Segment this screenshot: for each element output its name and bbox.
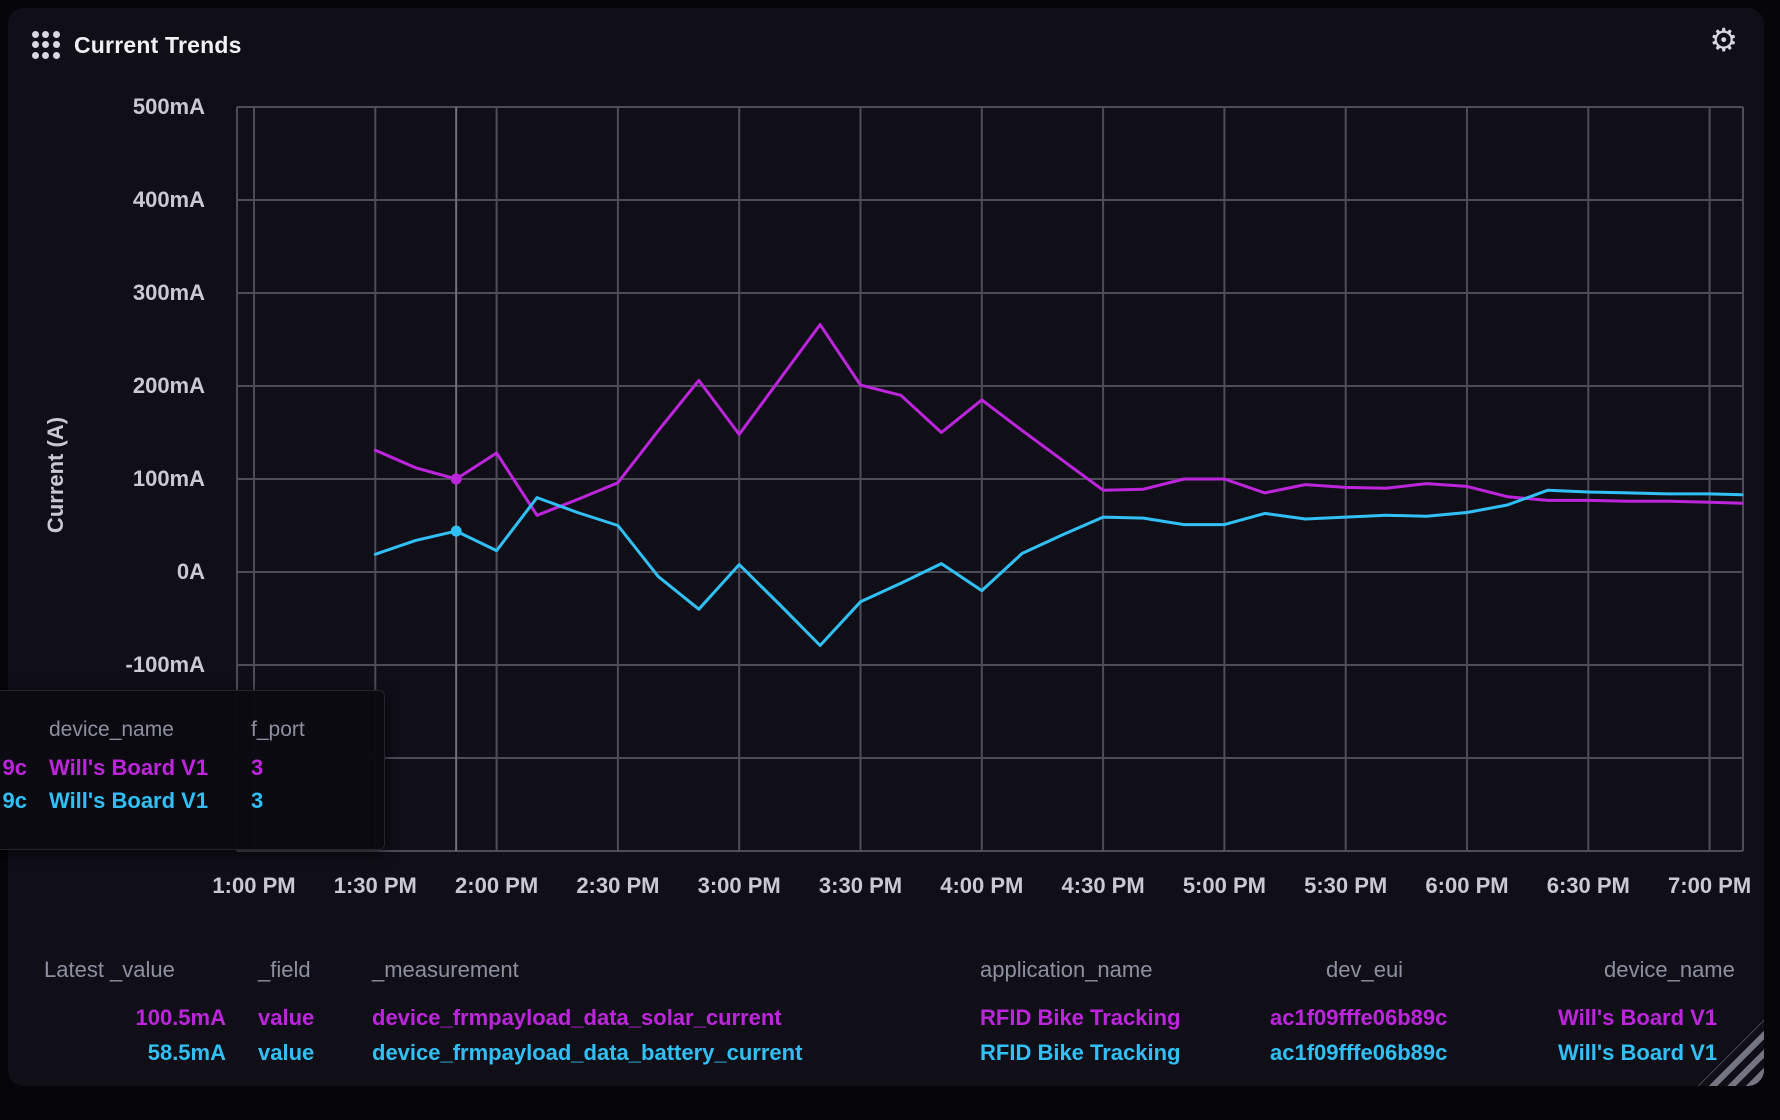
legend-header-cell: device_name: [1604, 957, 1735, 982]
x-tick-label: 1:00 PM: [212, 873, 296, 898]
series-line-device_frmpayload_data_battery_current: [373, 488, 1744, 647]
x-tick-label: 6:00 PM: [1425, 873, 1509, 898]
legend-header-cell: Latest _value: [44, 957, 175, 982]
x-tick-label: 2:30 PM: [576, 873, 660, 898]
tooltip-device-name: Will's Board V1: [49, 788, 209, 813]
legend-value-cell: value: [258, 1005, 315, 1030]
tooltip-row-solar: 9c Will's Board V1 3: [0, 753, 370, 783]
tooltip-row-battery: 9c Will's Board V1 3: [0, 786, 370, 816]
legend-value-cell: RFID Bike Tracking: [980, 1040, 1181, 1065]
legend-value-cell: device_frmpayload_data_solar_current: [372, 1005, 782, 1030]
legend-value-cell: RFID Bike Tracking: [980, 1005, 1181, 1030]
legend-value-cell: 100.5mA: [135, 1005, 226, 1030]
hover-tooltip: device_name f_port 9c Will's Board V1 3 …: [0, 690, 385, 850]
legend-header-cell: _measurement: [372, 957, 519, 982]
y-tick-label: 400mA: [132, 187, 205, 212]
gear-icon[interactable]: ⚙: [1709, 22, 1738, 58]
tooltip-dev-eui-tail: 9c: [2, 788, 27, 813]
legend-value-cell: ac1f09fffe06b89c: [1270, 1040, 1448, 1065]
tooltip-device-name: Will's Board V1: [49, 755, 209, 780]
legend-header-cell: _field: [258, 957, 311, 982]
x-tick-label: 2:00 PM: [455, 873, 539, 898]
tooltip-header-f-port: f_port: [251, 718, 305, 741]
x-tick-label: 6:30 PM: [1546, 873, 1630, 898]
series-line-device_frmpayload_data_solar_current: [373, 323, 1744, 517]
tooltip-f-port: 3: [251, 755, 264, 780]
legend-value-cell: 58.5mA: [147, 1040, 226, 1065]
trend-line-chart[interactable]: [8, 8, 1764, 1086]
legend-value-cell: value: [258, 1040, 315, 1065]
legend-header-cell: dev_eui: [1326, 957, 1404, 982]
y-tick-label: 200mA: [132, 373, 205, 398]
tooltip-header-row: device_name f_port: [0, 717, 370, 743]
x-tick-label: 1:30 PM: [333, 873, 417, 898]
y-tick-label: 500mA: [132, 94, 205, 119]
dashboard-cell-panel: Current Trends ⚙ Current (A) 500mA 400mA 3…: [8, 8, 1764, 1086]
tooltip-dev-eui-tail: 9c: [2, 755, 27, 780]
y-tick-label: 300mA: [132, 280, 205, 305]
y-tick-label: 100mA: [132, 466, 205, 491]
drag-handle-icon[interactable]: [30, 29, 62, 61]
x-tick-label: 4:30 PM: [1061, 873, 1145, 898]
tooltip-header-device-name: device_name: [49, 718, 174, 741]
legend-value-cell: Will's Board V1: [1558, 1040, 1718, 1065]
x-tick-label: 5:00 PM: [1182, 873, 1266, 898]
hover-dot: [450, 473, 462, 485]
legend-header-cell: application_name: [980, 957, 1153, 982]
legend-value-cell: Will's Board V1: [1558, 1005, 1718, 1030]
y-tick-label: 0A: [176, 559, 205, 584]
x-tick-label: 4:00 PM: [940, 873, 1024, 898]
y-tick-label: -100mA: [125, 652, 205, 677]
hover-dot: [450, 525, 462, 537]
x-tick-label: 3:00 PM: [697, 873, 781, 898]
x-tick-label: 7:00 PM: [1668, 873, 1752, 898]
x-tick-label: 3:30 PM: [818, 873, 903, 898]
legend-value-cell: device_frmpayload_data_battery_current: [372, 1040, 803, 1065]
x-tick-label: 5:30 PM: [1304, 873, 1388, 898]
legend-value-cell: ac1f09fffe06b89c: [1270, 1005, 1448, 1030]
cell-title: Current Trends: [74, 32, 242, 58]
tooltip-f-port: 3: [251, 788, 264, 813]
